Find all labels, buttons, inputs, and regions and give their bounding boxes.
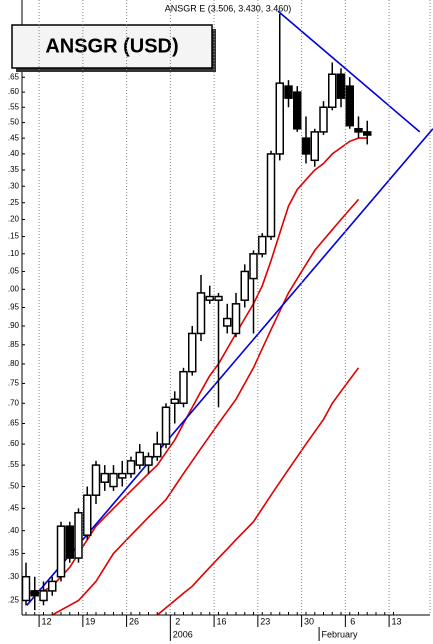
y-tick-label: .05	[8, 267, 20, 276]
candle-body	[266, 153, 276, 238]
x-tick-label: 19	[85, 616, 95, 626]
y-tick-label: .90	[8, 321, 20, 330]
candle-body	[74, 512, 83, 559]
y-tick-label: .60	[8, 439, 20, 448]
candle-body	[153, 443, 162, 458]
y-tick-label: .25	[8, 596, 20, 605]
x-tick-label: 16	[216, 616, 226, 626]
x-tick-label: 2	[175, 616, 180, 626]
candle-body	[301, 137, 311, 155]
y-tick-label: .25	[8, 198, 20, 207]
x-tick-label: 6	[350, 616, 355, 626]
y-tick-label: .35	[8, 549, 20, 558]
y-tick-label: .80	[8, 359, 20, 368]
candle-body	[336, 73, 346, 99]
y-tick-label: .45	[8, 133, 20, 142]
candle-body	[109, 472, 118, 488]
moving-average	[51, 198, 360, 615]
y-tick-label: .40	[8, 526, 20, 535]
x-tick-label: 26	[129, 616, 139, 626]
trendline	[277, 10, 421, 133]
candle-body	[188, 332, 197, 373]
candle-body	[258, 235, 267, 255]
y-tick-label: .50	[8, 118, 20, 127]
candle-body	[100, 472, 109, 483]
chart-title: ANSGR E (3.506, 3.430, 3.460)	[165, 3, 292, 13]
y-tick-label: .40	[8, 149, 20, 158]
y-tick-label: .65	[8, 72, 20, 81]
candle-body	[231, 303, 241, 335]
period-label: 2006	[173, 629, 193, 639]
candle-body	[328, 73, 337, 108]
y-tick-label: .15	[8, 232, 20, 241]
label-box	[11, 24, 213, 69]
y-tick-label: .10	[8, 249, 20, 258]
candle-body	[345, 85, 354, 127]
y-tick-label: .00	[8, 284, 20, 293]
x-tick-label: 12	[41, 616, 51, 626]
candle-body	[196, 292, 206, 335]
candle-body	[83, 494, 92, 536]
y-tick-label: .70	[8, 398, 20, 407]
x-tick-label: 13	[391, 616, 401, 626]
candle-body	[205, 295, 214, 301]
y-tick-label: .20	[8, 215, 20, 224]
candle-body	[319, 106, 328, 133]
candle-body	[118, 472, 127, 479]
candle-body	[144, 455, 153, 466]
y-tick-label: .30	[8, 572, 20, 581]
label-box-text: ANSGR (USD)	[45, 35, 178, 57]
candle-body	[249, 253, 258, 280]
candle-body	[135, 451, 144, 466]
candle-body	[363, 131, 372, 136]
x-tick-label: 30	[304, 616, 314, 626]
candle-body	[91, 464, 101, 496]
candle-body	[275, 82, 284, 155]
candle-body	[22, 575, 31, 602]
y-tick-label: .30	[8, 181, 20, 190]
candle-body	[310, 131, 319, 162]
moving-average	[156, 367, 360, 615]
y-tick-label: .95	[8, 303, 20, 312]
candle-body	[284, 85, 293, 99]
candle-body	[39, 590, 48, 602]
period-label: February	[322, 629, 359, 639]
y-tick-label: .60	[8, 87, 20, 96]
trendline	[26, 128, 433, 606]
candle-body	[179, 370, 188, 405]
candle-body	[161, 406, 171, 445]
candle-body	[214, 295, 223, 301]
y-tick-label: .35	[8, 165, 20, 174]
y-tick-label: .55	[8, 102, 20, 111]
plot-area	[22, 10, 433, 615]
y-tick-label: .55	[8, 460, 20, 469]
y-tick-label: .85	[8, 340, 20, 349]
y-tick-label: .65	[8, 419, 20, 428]
candle-body	[56, 525, 66, 578]
y-tick-label: .75	[8, 379, 20, 388]
candle-body	[48, 580, 57, 592]
candle-body	[65, 525, 74, 559]
y-tick-label: .50	[8, 482, 20, 491]
candle-body	[240, 270, 249, 301]
candle-body	[170, 398, 179, 405]
candle-body	[354, 128, 363, 133]
candle-body	[293, 91, 302, 130]
candle-body	[30, 590, 39, 597]
candle-body	[126, 460, 136, 475]
candle-body	[223, 317, 232, 327]
x-tick-label: 23	[260, 616, 270, 626]
y-tick-label: .45	[8, 503, 20, 512]
